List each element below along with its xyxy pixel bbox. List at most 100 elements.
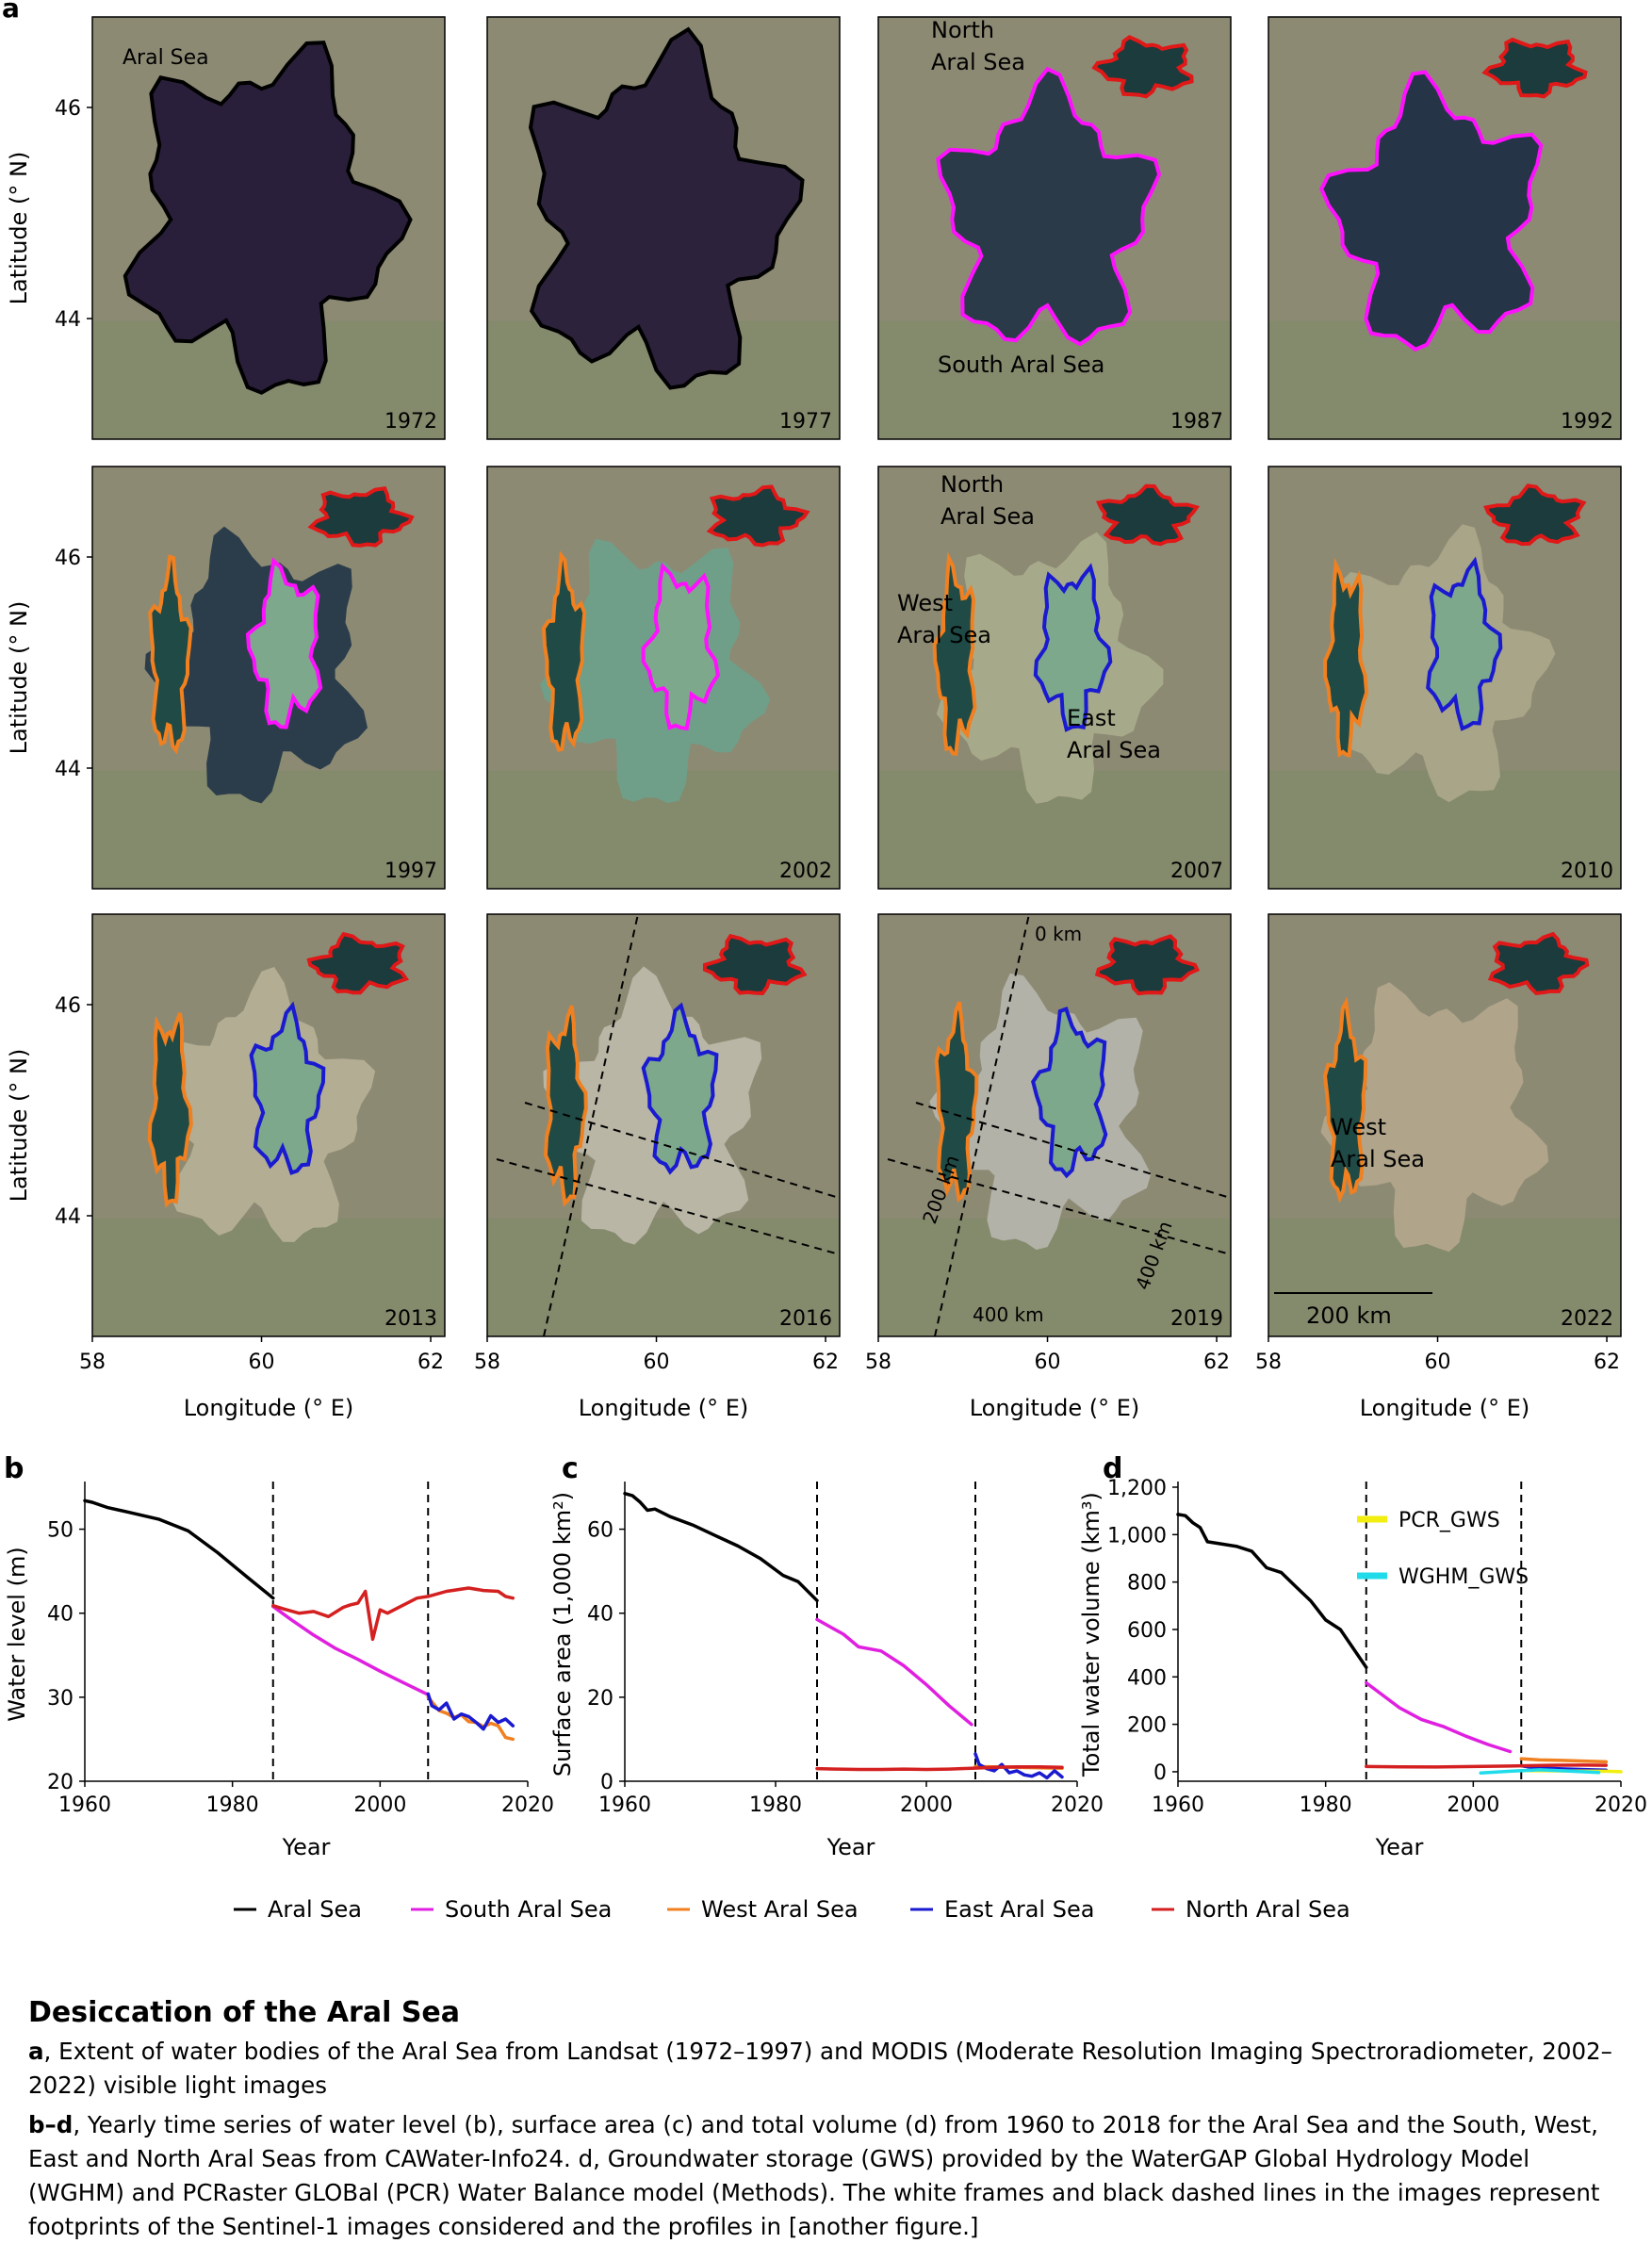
map-label-south-aral-sea: South Aral Sea xyxy=(938,352,1104,378)
y-tick-label: 30 xyxy=(47,1687,74,1711)
caption-title: Desiccation of the Aral Sea xyxy=(28,1996,461,2029)
lat-axis-label: Latitude (° N) xyxy=(6,601,32,755)
map-tile-2013: 2013 xyxy=(91,913,446,1337)
map-vegetation-patch xyxy=(878,320,1231,439)
lon-axis-label: Longitude (° E) xyxy=(1360,1395,1530,1421)
map-tile-frame xyxy=(486,913,841,1337)
map-tile-2002: 2002 xyxy=(486,466,841,890)
lon-tick-label: 58 xyxy=(865,1351,891,1374)
chart-panel-c: c 1960 1980 2000 2020 0 20 40 60 Year Surface area… xyxy=(549,1452,1104,1860)
series-line-aral-sea xyxy=(83,1498,275,1600)
map-tile-frame xyxy=(877,913,1232,1337)
inset-legend-label: WGHM_GWS xyxy=(1398,1565,1529,1589)
panel-label-c: c xyxy=(562,1452,579,1485)
west-aral-outline xyxy=(934,1001,979,1203)
map-label-0km: 0 km xyxy=(1035,923,1082,945)
profile-line xyxy=(496,1158,837,1254)
lon-tick-label: 60 xyxy=(1425,1351,1451,1374)
north-aral-outline xyxy=(1094,934,1201,996)
lon-tick-label: 58 xyxy=(79,1351,106,1374)
legend-label: North Aral Sea xyxy=(1186,1896,1350,1923)
map-year-label: 1972 xyxy=(384,410,437,434)
caption-a: a, Extent of water bodies of the Aral Se… xyxy=(28,2035,1621,2103)
y-tick-label: 20 xyxy=(47,1771,74,1794)
profile-line xyxy=(915,1102,1228,1198)
west-aral-outline xyxy=(147,1012,193,1208)
map-tile-2010: 2010 xyxy=(1268,466,1622,890)
lat-tick-label: 46 xyxy=(55,547,81,570)
y-tick-label: 0 xyxy=(1153,1761,1167,1785)
west-aral-outline xyxy=(543,1005,588,1207)
map-year-label: 2002 xyxy=(779,860,832,883)
x-tick-label: 1980 xyxy=(1300,1793,1352,1817)
map-tile-frame xyxy=(91,913,446,1337)
map-tile-2016: 2016 xyxy=(486,913,841,1337)
east-aral-outline xyxy=(249,1001,326,1175)
y-tick-label: 200 xyxy=(1127,1714,1167,1738)
panel-label-b: b xyxy=(4,1452,24,1485)
west-aral-outline xyxy=(1322,996,1368,1204)
map-label-west: West xyxy=(897,590,953,616)
map-vegetation-patch xyxy=(92,1218,445,1336)
x-tick-label: 1980 xyxy=(749,1793,802,1817)
map-year-label: 2022 xyxy=(1561,1307,1613,1331)
map-label-400km: 400 km xyxy=(973,1303,1044,1326)
x-tick-label: 2000 xyxy=(1447,1793,1499,1817)
map-tile-1987: 1987 xyxy=(877,16,1232,440)
series-line-wghm-gws xyxy=(1479,1768,1601,1775)
x-tick-label: 2020 xyxy=(1595,1793,1647,1817)
map-year-label: 1997 xyxy=(384,860,437,883)
y-tick-label: 1,000 xyxy=(1107,1524,1167,1548)
figure-caption: Desiccation of the Aral Sea a, Extent of… xyxy=(28,1996,1621,2250)
map-tile-frame xyxy=(1268,913,1622,1337)
lon-tick-label: 58 xyxy=(474,1351,500,1374)
map-vegetation-patch xyxy=(1268,320,1621,439)
y-axis-label: Water level (m) xyxy=(4,1547,30,1721)
y-tick-label: 0 xyxy=(600,1771,613,1794)
y-tick-label: 60 xyxy=(587,1519,613,1543)
caption-bd-text: , Yearly time series of water level (b),… xyxy=(28,2111,1600,2240)
map-tile-2022: 2022 xyxy=(1268,913,1622,1337)
map-tile-2019: 2019 xyxy=(877,913,1232,1337)
north-aral-outline xyxy=(702,933,808,995)
x-tick-label: 2000 xyxy=(353,1793,406,1817)
legend-label: South Aral Sea xyxy=(445,1896,612,1923)
y-tick-label: 400 xyxy=(1127,1666,1167,1690)
profile-line xyxy=(887,1158,1228,1254)
y-tick-label: 800 xyxy=(1127,1572,1167,1596)
x-tick-label: 1960 xyxy=(58,1793,111,1817)
series-line-west-aral-sea xyxy=(1519,1757,1609,1764)
caption-bd: b–d, Yearly time series of water level (… xyxy=(28,2108,1621,2244)
legend-label: West Aral Sea xyxy=(701,1896,859,1923)
east-aral-outline xyxy=(245,557,323,729)
map-year-label: 1987 xyxy=(1170,410,1223,434)
sea-outline xyxy=(123,41,413,395)
x-axis-label: Year xyxy=(826,1834,875,1860)
lat-tick-label: 46 xyxy=(55,97,81,121)
lat-tick-label: 44 xyxy=(55,1205,81,1229)
sea-outline xyxy=(936,66,1162,347)
chart-panel-d: d 1960 1980 2000 2020 0 200 400 600 800 1,000 1,200… xyxy=(1078,1452,1647,1860)
inset-legend-label: PCR_GWS xyxy=(1398,1509,1500,1532)
series-line-east-aral-sea xyxy=(426,1692,515,1731)
map-year-label: 1977 xyxy=(779,410,832,434)
map-tile-frame xyxy=(877,466,1232,890)
caption-a-text: , Extent of water bodies of the Aral Sea… xyxy=(28,2038,1612,2099)
north-aral-outline xyxy=(307,485,415,548)
map-tile-frame xyxy=(1268,16,1622,440)
map-label-aral-sea: Aral Sea xyxy=(123,46,209,70)
map-tile-frame xyxy=(486,16,841,440)
east-aral-outline xyxy=(641,563,721,731)
map-tile-frame xyxy=(91,466,446,890)
north-aral-outline xyxy=(1095,483,1201,547)
series-line-west-aral-sea xyxy=(426,1695,515,1742)
x-axis-label: Year xyxy=(282,1834,331,1860)
west-aral-outline xyxy=(148,554,193,755)
north-aral-outline xyxy=(1091,34,1194,99)
profile-line xyxy=(543,913,639,1337)
caption-bd-label: b–d xyxy=(28,2111,74,2138)
east-aral-outline xyxy=(1031,1007,1108,1179)
y-tick-label: 40 xyxy=(47,1603,74,1627)
lon-tick-label: 62 xyxy=(1203,1351,1230,1374)
east-aral-outline xyxy=(1426,556,1503,731)
